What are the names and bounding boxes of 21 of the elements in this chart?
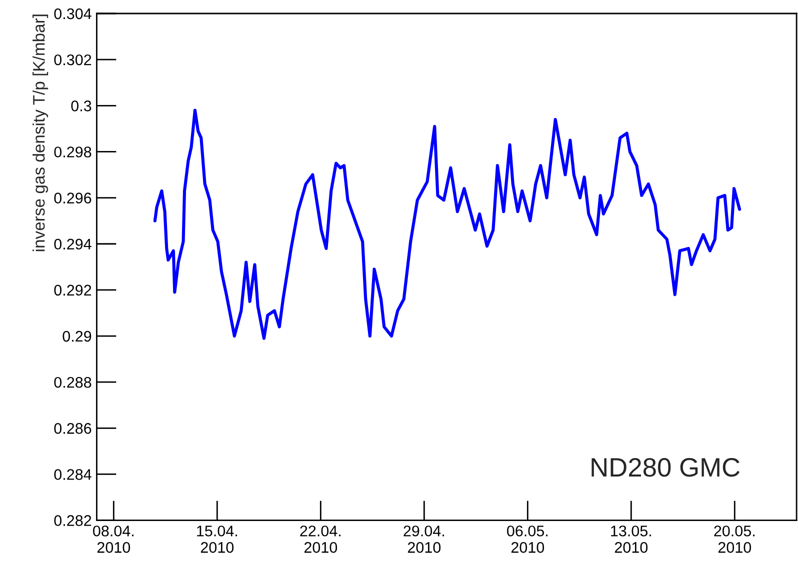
annotation: ND280 GMC: [592, 458, 740, 477]
x-tick-label: 15.04. 2010: [197, 526, 238, 553]
y-tick-label: 0.288: [54, 376, 92, 388]
y-tick-label: 0.3: [71, 100, 92, 112]
x-tick-label: 22.04. 2010: [300, 526, 340, 553]
x-tick-label: 08.04. 2010: [93, 526, 134, 553]
y-axis-title: inverse gas density T/p [K/mbar]: [32, 14, 48, 252]
y-tick-label: 0.294: [54, 238, 92, 250]
x-tick-label: 13.05. 2010: [611, 526, 651, 553]
y-tick-label: 0.292: [54, 284, 92, 296]
y-tick-label: 0.302: [54, 54, 92, 66]
x-tick-label: 29.04. 2010: [404, 526, 444, 553]
x-tick-label: 20.05. 2010: [714, 526, 754, 553]
y-tick-label: 0.286: [54, 423, 92, 434]
y-tick-label: 0.282: [54, 515, 92, 526]
x-tick-label: 06.05. 2010: [507, 526, 548, 553]
y-tick-label: 0.304: [54, 8, 92, 20]
y-tick-label: 0.29: [62, 330, 92, 342]
y-tick-label: 0.298: [54, 146, 92, 158]
y-tick-label: 0.296: [54, 192, 92, 204]
y-tick-label: 0.284: [54, 469, 92, 480]
